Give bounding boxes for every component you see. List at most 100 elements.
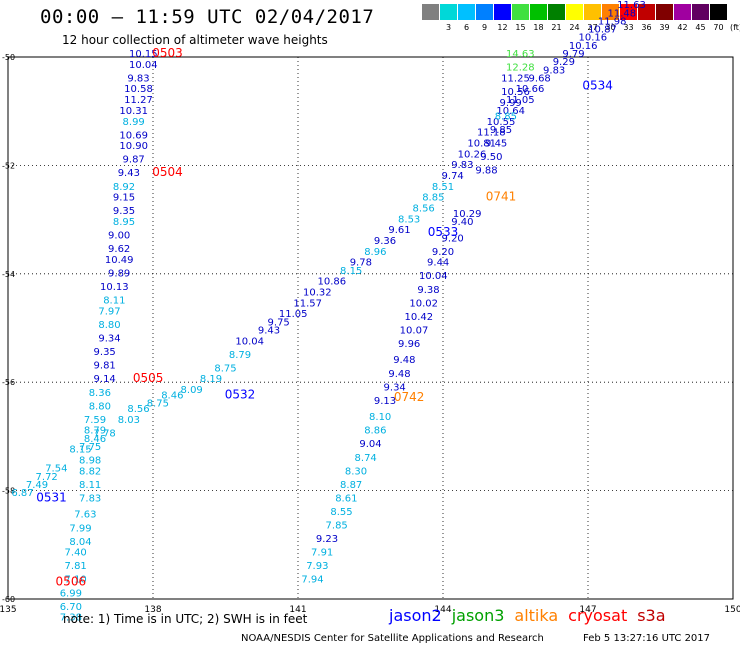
wave-height-label: 8.55 — [330, 507, 352, 518]
legend-item-s3a: s3a — [637, 606, 666, 625]
x-tick-label: 144 — [434, 605, 451, 615]
pass-time-label: 0532 — [225, 387, 256, 401]
wave-height-label: 7.97 — [98, 306, 120, 317]
legend-item-jason2: jason2 — [389, 606, 442, 625]
wave-height-label: 6.99 — [60, 588, 82, 599]
legend-item-altika: altika — [514, 606, 559, 625]
wave-height-label: 12.28 — [506, 63, 535, 74]
pass-time-label: 0741 — [486, 190, 517, 204]
wave-height-label: 7.81 — [65, 561, 87, 572]
wave-height-label: 10.02 — [409, 298, 438, 309]
mission-legend: jason2 jason3 altika cryosat s3a — [389, 606, 676, 625]
wave-height-label: 10.04 — [419, 271, 448, 282]
wave-height-label: 10.87 — [588, 25, 617, 36]
x-tick-label: 141 — [289, 605, 306, 615]
wave-height-label: 8.03 — [118, 415, 140, 426]
wave-height-label: 11.98 — [598, 16, 627, 27]
wave-height-label: 10.81 — [467, 138, 496, 149]
wave-height-label: 9.61 — [388, 225, 410, 236]
color-swatch-3 — [476, 4, 493, 20]
wave-height-label: 7.49 — [26, 480, 48, 491]
wave-height-label: 10.58 — [124, 84, 153, 95]
wave-height-label: 11.48 — [608, 8, 637, 19]
wave-height-label: 10.32 — [303, 287, 332, 298]
color-swatch-label: 12 — [497, 23, 508, 32]
plot-frame — [7, 56, 734, 600]
color-swatch-label: 6 — [463, 23, 470, 32]
color-swatch-label: 21 — [551, 23, 562, 32]
wave-height-label: 10.86 — [318, 277, 347, 288]
pass-time-label: 0504 — [152, 165, 183, 179]
wave-height-label: 9.00 — [108, 231, 130, 242]
color-swatch-label: 39 — [659, 23, 670, 32]
wave-height-label: 9.88 — [475, 166, 497, 177]
color-swatch-label: 27 — [587, 23, 598, 32]
wave-height-label: 8.09 — [181, 385, 203, 396]
wave-height-label: 7.38 — [60, 613, 82, 624]
color-swatch-label: 15 — [515, 23, 526, 32]
wave-height-label: 10.90 — [119, 141, 148, 152]
wave-height-label: 9.68 — [529, 73, 551, 84]
wave-height-label: 8.56 — [413, 203, 435, 214]
y-tick-label: -50 — [2, 53, 15, 62]
wave-height-label: 9.83 — [451, 160, 473, 171]
chart-subtitle: 12 hour collection of altimeter wave hei… — [62, 33, 328, 47]
wave-height-label: 8.80 — [89, 401, 111, 412]
wave-height-label: 10.64 — [496, 106, 525, 117]
wave-height-label: 9.74 — [442, 171, 464, 182]
pass-time-label: 0534 — [582, 79, 613, 93]
wave-height-label: 8.85 — [495, 111, 517, 122]
wave-height-label: 10.69 — [119, 130, 148, 141]
color-swatch-1 — [440, 4, 457, 20]
wave-height-label: 8.74 — [355, 453, 377, 464]
wave-height-label: 7.99 — [69, 523, 91, 534]
wave-height-label: 10.15 — [129, 49, 158, 60]
color-swatch-11 — [620, 4, 637, 20]
wave-height-label: 8.86 — [364, 426, 386, 437]
wave-height-label: 8.96 — [364, 247, 386, 258]
wave-height-label: 7.72 — [36, 472, 58, 483]
wave-height-label: 9.79 — [562, 49, 584, 60]
wave-height-label: 8.04 — [69, 537, 91, 548]
pass-time-label: 0505 — [133, 371, 164, 385]
color-swatch-label: 33 — [623, 23, 634, 32]
footer-timestamp: Feb 5 13:27:16 UTC 2017 — [583, 633, 711, 644]
wave-height-label: 7.85 — [326, 521, 348, 532]
wave-height-label: 11.27 — [124, 95, 153, 106]
wave-height-label: 8.15 — [340, 266, 362, 277]
wave-height-label: 9.29 — [553, 57, 575, 68]
wave-height-label: 9.40 — [451, 217, 473, 228]
footer-credit: NOAA/NESDIS Center for Satellite Applica… — [241, 633, 544, 644]
color-swatch-label: 18 — [533, 23, 544, 32]
wave-height-label: 8.85 — [422, 193, 444, 204]
wave-height-label: 10.55 — [487, 117, 516, 128]
wave-height-label: 8.61 — [335, 493, 357, 504]
wave-height-label: 9.48 — [393, 355, 415, 366]
color-swatch-label: 9 — [481, 23, 488, 32]
pass-time-label: 0742 — [394, 390, 425, 404]
x-tick-label: 135 — [0, 605, 17, 615]
wave-height-label: 9.13 — [374, 396, 396, 407]
wave-height-label: 9.81 — [94, 361, 116, 372]
wave-height-label: 8.56 — [127, 404, 149, 415]
x-tick-label: 150 — [724, 605, 740, 615]
wave-height-label: 8.87 — [340, 480, 362, 491]
wave-height-label: 9.38 — [417, 285, 439, 296]
wave-height-label: 10.04 — [129, 60, 158, 71]
wave-height-label: 10.42 — [405, 312, 434, 323]
wave-height-label: 9.20 — [442, 233, 464, 244]
wave-height-label: 8.95 — [113, 217, 135, 228]
wave-height-label: 10.16 — [579, 33, 608, 44]
wave-height-label: 11.57 — [293, 298, 322, 309]
chart-note: note: 1) Time is in UTC; 2) SWH is in fe… — [63, 612, 308, 626]
wave-height-label: 9.35 — [113, 206, 135, 217]
wave-height-label: 8.98 — [79, 456, 101, 467]
color-swatch-label: 45 — [695, 23, 706, 32]
wave-height-label: 10.16 — [569, 41, 598, 52]
wave-height-label: 7.78 — [94, 428, 116, 439]
pass-time-label: 0533 — [428, 225, 459, 239]
wave-height-label: 7.54 — [45, 464, 67, 475]
wave-height-label: 9.83 — [127, 73, 149, 84]
pass-time-label: 0503 — [152, 46, 183, 60]
